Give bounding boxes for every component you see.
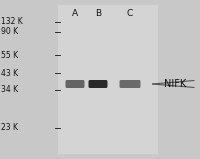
Text: A: A — [72, 8, 78, 17]
FancyBboxPatch shape — [88, 80, 108, 88]
Text: 23 K: 23 K — [1, 124, 18, 132]
Text: 132 K: 132 K — [1, 17, 23, 27]
Text: 34 K: 34 K — [1, 86, 18, 94]
Text: 55 K: 55 K — [1, 51, 18, 59]
Text: 90 K: 90 K — [1, 28, 18, 37]
FancyBboxPatch shape — [66, 80, 84, 88]
Text: NIFK: NIFK — [164, 79, 186, 89]
Text: 43 K: 43 K — [1, 69, 18, 77]
FancyBboxPatch shape — [120, 80, 140, 88]
Bar — [58, 5, 158, 154]
Text: B: B — [95, 8, 101, 17]
Text: C: C — [127, 8, 133, 17]
